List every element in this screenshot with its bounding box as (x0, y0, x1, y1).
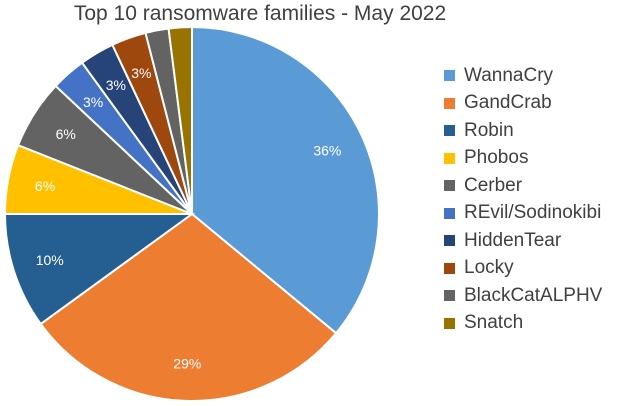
legend-item: WannaCry (444, 62, 602, 90)
pie-slice-gandcrab (39, 212, 338, 402)
legend-swatch (444, 317, 455, 329)
legend-label: BlackCatALPHV (464, 284, 603, 306)
data-label: 29% (173, 356, 201, 372)
data-label: 3% (106, 77, 126, 93)
legend: WannaCry GandCrab Robin Phobos Cerber REvil/S… (444, 62, 602, 337)
legend-label: Cerber (464, 174, 523, 196)
legend-label: REvil/Sodinokibi (464, 202, 602, 224)
chart-title: Top 10 ransomware families - May 2022 (73, 2, 447, 25)
legend-swatch (444, 262, 455, 274)
pie-slice-robin (3, 213, 196, 326)
pie-slice-wannacry (191, 25, 380, 335)
legend-swatch (444, 97, 455, 109)
legend-item: Locky (444, 255, 602, 283)
legend-label: GandCrab (464, 92, 552, 114)
legend-swatch (444, 125, 455, 137)
legend-label: Robin (464, 119, 514, 141)
legend-item: HiddenTear (444, 227, 602, 255)
legend-label: WannaCry (464, 64, 554, 86)
pie-slice-snatch (167, 25, 193, 215)
legend-item: GandCrab (444, 90, 602, 118)
legend-label: Phobos (464, 147, 529, 169)
legend-swatch (444, 235, 455, 247)
legend-item: Snatch (444, 310, 602, 338)
legend-item: Robin (444, 117, 602, 145)
legend-swatch (444, 152, 455, 164)
data-label: 6% (35, 178, 55, 194)
legend-item: Cerber (444, 172, 602, 200)
legend-label: HiddenTear (464, 229, 562, 251)
data-label: 36% (313, 142, 341, 158)
legend-swatch (444, 180, 455, 192)
legend-item: Phobos (444, 145, 602, 173)
data-label: 3% (83, 94, 103, 110)
legend-label: Snatch (464, 312, 524, 334)
data-label: 10% (36, 252, 64, 268)
legend-item: REvil/Sodinokibi (444, 200, 602, 228)
data-label: 3% (131, 65, 151, 81)
legend-swatch (444, 70, 455, 82)
data-label: 6% (56, 126, 76, 142)
legend-item: BlackCatALPHV (444, 282, 602, 310)
legend-swatch (444, 290, 455, 302)
legend-swatch (444, 207, 455, 219)
legend-label: Locky (464, 257, 514, 279)
